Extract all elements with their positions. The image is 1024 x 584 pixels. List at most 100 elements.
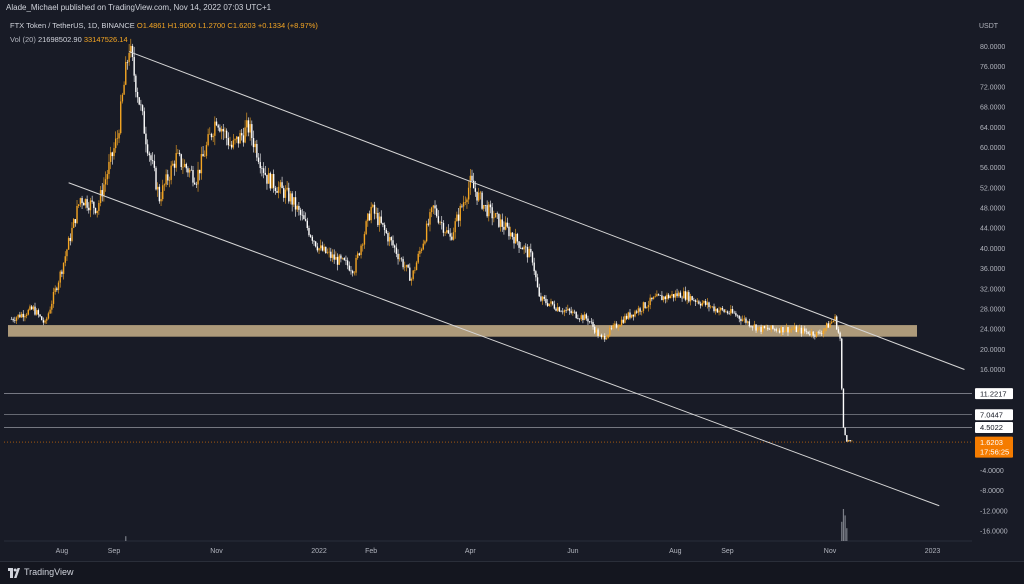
candle — [651, 297, 653, 302]
candle-body — [540, 296, 542, 301]
candle-body — [809, 333, 811, 335]
candle — [580, 313, 582, 322]
candle-body — [570, 310, 572, 313]
candle-body — [274, 187, 277, 191]
candle — [753, 320, 756, 330]
candle-body — [309, 235, 312, 237]
candle — [96, 210, 98, 218]
candle — [605, 335, 608, 340]
candle — [363, 231, 366, 249]
candle-body — [14, 320, 16, 321]
candle — [593, 323, 596, 335]
candle — [841, 337, 843, 391]
candle — [494, 213, 497, 218]
candle — [333, 249, 335, 264]
time-axis[interactable]: Aug Sep Nov 2022 Feb Apr Jun Aug Sep Nov 2023 — [56, 548, 941, 555]
candle-body — [802, 328, 804, 334]
candle-body — [116, 138, 119, 139]
price-chart[interactable]: USDT 80.0000 76.0000 72.0000 68.0000 64.0000 6… — [0, 0, 1024, 561]
candle-body — [772, 325, 774, 329]
candle — [624, 313, 626, 324]
candle — [143, 107, 145, 134]
candle — [46, 316, 48, 324]
candle — [762, 325, 764, 335]
candle — [156, 182, 159, 197]
candle — [229, 136, 231, 147]
candle-body — [380, 216, 382, 223]
candle — [681, 295, 683, 302]
candle — [314, 241, 317, 248]
candle-body — [298, 206, 300, 210]
candle-body — [459, 205, 461, 221]
ohlc-row: FTX Token / TetherUS, 1D, BINANCE O1.486… — [10, 19, 318, 33]
candle-body — [368, 213, 371, 221]
candle — [17, 314, 19, 320]
candle-body — [383, 224, 386, 231]
candle-body — [365, 221, 367, 235]
candle-body — [392, 240, 394, 246]
candle-body — [341, 257, 344, 259]
candle-body — [44, 320, 46, 323]
candle-body — [215, 121, 218, 126]
candle-body — [797, 328, 799, 333]
candle-body — [278, 186, 280, 193]
brand-name[interactable]: TradingView — [24, 567, 74, 577]
candle — [111, 151, 114, 165]
candle — [417, 250, 419, 264]
candle — [486, 200, 488, 218]
candle — [368, 210, 371, 221]
candle-body — [24, 315, 26, 318]
candle — [662, 295, 665, 303]
candle-body — [430, 207, 433, 213]
candle — [429, 208, 431, 232]
candle-body — [731, 309, 734, 313]
candle-body — [86, 199, 88, 208]
candle — [19, 311, 21, 318]
candle — [582, 314, 584, 324]
candle-body — [227, 138, 229, 146]
candle-body — [399, 258, 401, 260]
candle-body — [788, 329, 791, 333]
candle — [686, 290, 688, 305]
candle-body — [323, 246, 325, 251]
candle — [449, 228, 451, 241]
candle-body — [600, 334, 603, 338]
candle-body — [81, 198, 83, 203]
candle-body — [582, 315, 584, 321]
candle-body — [106, 174, 108, 180]
candle-body — [232, 140, 235, 148]
candle-body — [350, 270, 352, 272]
candle — [760, 324, 762, 335]
candle — [160, 192, 162, 207]
candle-body — [404, 266, 406, 268]
candle — [123, 81, 125, 95]
candle — [521, 246, 524, 250]
y-tick-label: 64.0000 — [980, 125, 1005, 132]
price-axis[interactable]: USDT 80.0000 76.0000 72.0000 68.0000 64.0000 6… — [974, 14, 1024, 544]
candle-body — [778, 330, 781, 333]
candle-body — [812, 331, 814, 336]
candle — [595, 327, 598, 336]
candle-body — [767, 327, 769, 330]
candle-body — [320, 245, 322, 249]
candle — [158, 184, 161, 204]
candle — [499, 214, 502, 232]
candle — [425, 220, 428, 243]
candle-body — [259, 162, 261, 169]
symbol-label[interactable]: FTX Token / TetherUS, 1D, BINANCE — [10, 21, 135, 30]
candle — [656, 290, 658, 297]
candle-body — [185, 163, 187, 169]
candle — [462, 195, 465, 212]
candle — [59, 270, 61, 288]
y-tick-label: 36.0000 — [980, 266, 1005, 273]
candle — [809, 330, 811, 337]
volume-label[interactable]: Vol (20) — [10, 35, 36, 44]
candle-body — [624, 315, 626, 323]
candle-body — [696, 301, 698, 302]
candle — [555, 307, 557, 312]
candle-body — [471, 175, 473, 181]
candle-body — [783, 330, 786, 333]
candle — [788, 326, 791, 334]
candle — [434, 200, 436, 216]
